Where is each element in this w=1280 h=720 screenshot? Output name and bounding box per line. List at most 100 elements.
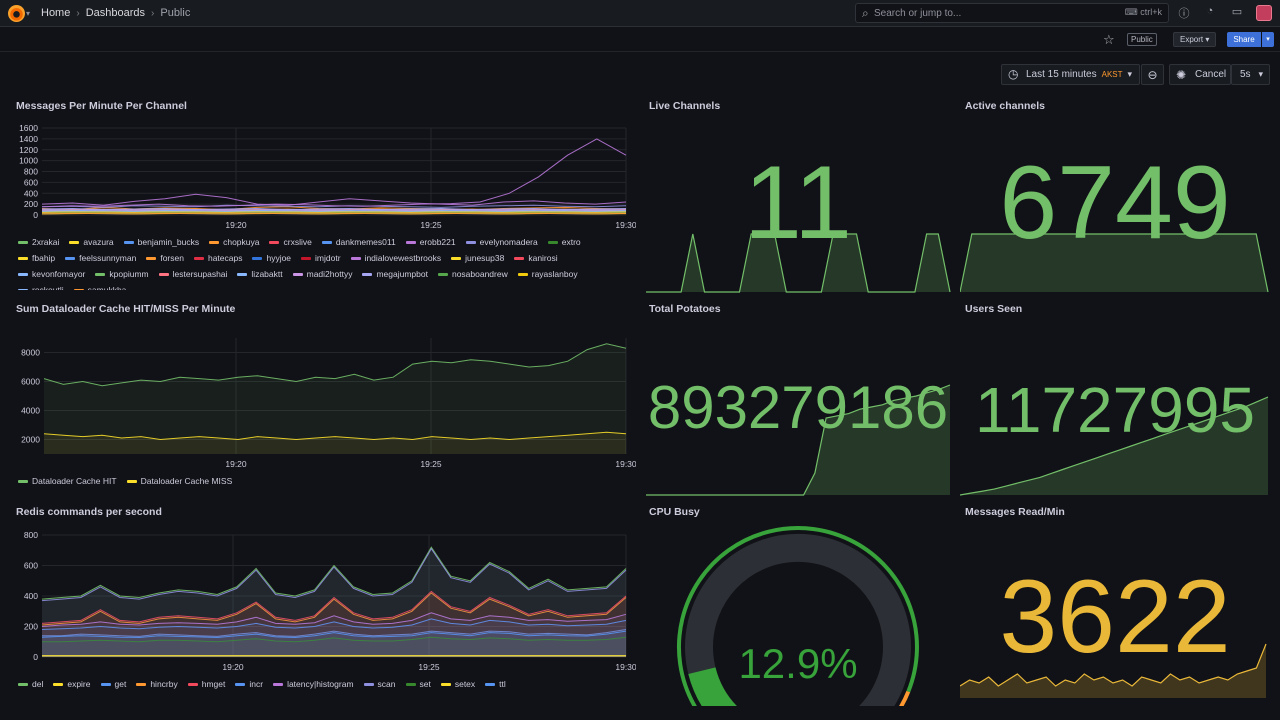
series-line[interactable] <box>41 592 627 626</box>
legend-item[interactable]: crxslive <box>269 237 312 247</box>
legend-item[interactable]: incr <box>235 679 263 689</box>
legend-item[interactable]: samukkha <box>73 285 126 290</box>
legend-swatch <box>269 240 280 244</box>
series-line[interactable] <box>42 636 627 643</box>
series-line[interactable] <box>41 138 627 208</box>
legend-item[interactable]: lizabaktt <box>237 269 283 279</box>
legend-item[interactable]: lestersupashai <box>158 269 227 279</box>
legend-item[interactable]: scan <box>363 679 396 689</box>
series-line[interactable] <box>41 618 627 630</box>
panel-cpu-busy[interactable]: CPU Busy 12.9% <box>644 506 952 706</box>
series-line[interactable] <box>41 212 627 214</box>
legend-item[interactable]: benjamin_bucks <box>123 237 199 247</box>
legend-item[interactable]: chopkuya <box>209 237 259 247</box>
series-line[interactable] <box>41 208 627 211</box>
legend-swatch <box>405 240 416 244</box>
legend-item[interactable]: extro <box>547 237 581 247</box>
panel-messages-per-minute[interactable]: Messages Per Minute Per Channel 1600 1400… <box>0 100 636 290</box>
export-button[interactable]: Export ▾ <box>1173 32 1217 47</box>
news-feed-icon[interactable]: ◔ <box>1206 5 1214 17</box>
legend-item[interactable]: set <box>405 679 431 689</box>
share-options-chevron-icon[interactable]: ▾ <box>1262 32 1274 47</box>
legend-item[interactable]: hatecaps <box>193 253 242 263</box>
legend-item[interactable]: get <box>100 679 126 689</box>
search-bar[interactable]: ⌕ ⌨ ctrl+k <box>855 3 1169 23</box>
legend-item[interactable]: junesup38 <box>451 253 504 263</box>
series-line[interactable] <box>41 209 627 211</box>
series-line[interactable] <box>41 546 627 600</box>
chevron-down-icon[interactable]: ▾ <box>26 9 31 18</box>
x-tick-label: 19:25 <box>420 220 442 230</box>
legend-item[interactable]: nosaboandrew <box>437 269 508 279</box>
time-range-picker[interactable]: ◷ Last 15 minutes AKST ▾ <box>1001 64 1140 85</box>
user-avatar[interactable] <box>1256 5 1272 21</box>
series-line[interactable] <box>42 629 627 637</box>
legend-item[interactable]: kevonfomayor <box>18 269 85 279</box>
legend-item[interactable]: hincrby <box>136 679 178 689</box>
legend-item[interactable]: megajumpbot <box>362 269 428 279</box>
series-line[interactable] <box>41 547 627 602</box>
grafana-logo-icon[interactable] <box>8 5 25 22</box>
legend-item[interactable]: feelssunnyman <box>65 253 136 263</box>
legend-item[interactable]: expire <box>53 679 91 689</box>
legend-item[interactable]: setex <box>440 679 475 689</box>
timeseries-chart[interactable]: 8000 6000 4000 2000 19:20 19:25 19:30 <box>0 323 636 488</box>
legend-item[interactable]: evelynomadera <box>465 237 538 247</box>
legend-item[interactable]: hmget <box>187 679 225 689</box>
legend-item[interactable]: del <box>18 679 43 689</box>
cancel-refresh-button[interactable]: ✺ Cancel <box>1169 64 1231 85</box>
series-line[interactable] <box>41 210 627 212</box>
help-icon[interactable]: ⓘ <box>1178 8 1190 20</box>
breadcrumb-dashboards[interactable]: Dashboards <box>85 7 146 19</box>
legend-item[interactable]: ttl <box>485 679 506 689</box>
series-line[interactable] <box>41 612 627 627</box>
legend-item[interactable]: indialovewestbrooks <box>350 253 441 263</box>
breadcrumb-home[interactable]: Home <box>41 7 71 19</box>
series-line[interactable] <box>43 431 627 441</box>
legend-item[interactable]: rayaslanboy <box>517 269 578 279</box>
refresh-interval-picker[interactable]: 5s ▾ <box>1231 64 1270 85</box>
legend-item[interactable]: Dataloader Cache MISS <box>126 476 232 486</box>
search-input[interactable] <box>874 6 1094 20</box>
legend-item[interactable]: latency|histogram <box>273 679 354 689</box>
sparkline <box>646 233 951 293</box>
series-line[interactable] <box>41 207 627 211</box>
legend-item[interactable]: dankmemes011 <box>321 237 396 247</box>
legend-item[interactable]: kanirosi <box>514 253 558 263</box>
legend-swatch <box>53 682 64 686</box>
legend-item[interactable]: avazura <box>69 237 114 247</box>
series-line[interactable] <box>41 630 627 639</box>
legend-item[interactable]: fbahip <box>18 253 55 263</box>
series-line[interactable] <box>41 211 627 213</box>
panel-active-channels[interactable]: Active channels 6749 <box>960 100 1270 293</box>
star-favorite-icon[interactable]: ☆ <box>1103 32 1115 47</box>
panel-total-potatoes[interactable]: Total Potatoes 893279186 <box>644 303 952 496</box>
kiosk-mode-icon[interactable]: ▭ <box>1231 6 1243 18</box>
panel-redis-commands[interactable]: Redis commands per second 800 600 400 200 0 1… <box>0 506 636 706</box>
legend-item[interactable]: kpopiumm <box>95 269 149 279</box>
share-button[interactable]: Share <box>1227 32 1261 47</box>
legend-item[interactable]: erobb221 <box>405 237 456 247</box>
legend-item[interactable]: hyyjoe <box>252 253 291 263</box>
panel-dataloader-cache[interactable]: Sum Dataloader Cache HIT/MISS Per Minute… <box>0 303 636 493</box>
panel-live-channels[interactable]: Live Channels 11 <box>644 100 952 293</box>
legend-item[interactable]: rockoutli <box>18 285 64 290</box>
legend-item[interactable]: imjdotr <box>301 253 341 263</box>
panel-messages-read[interactable]: Messages Read/Min 3622 <box>960 506 1270 706</box>
panel-users-seen[interactable]: Users Seen 11727995 <box>960 303 1270 496</box>
legend-item[interactable]: forsen <box>146 253 184 263</box>
series-line[interactable] <box>41 212 627 215</box>
legend-item[interactable]: madi2hottyy <box>292 269 352 279</box>
legend-swatch <box>18 479 28 483</box>
timeseries-chart[interactable]: 800 600 400 200 0 19:20 19:25 19:30 <box>0 526 636 691</box>
series-line[interactable] <box>41 193 627 206</box>
legend-item[interactable]: Dataloader Cache HIT <box>18 476 117 486</box>
legend-item[interactable]: 2xrakai <box>18 237 59 247</box>
legend-swatch <box>301 256 312 260</box>
sparkline-area <box>646 385 950 495</box>
series-line[interactable] <box>43 343 627 387</box>
series-line[interactable] <box>41 590 627 624</box>
zoom-out-button[interactable]: ⊖ <box>1141 64 1164 85</box>
series-line[interactable] <box>41 204 627 208</box>
